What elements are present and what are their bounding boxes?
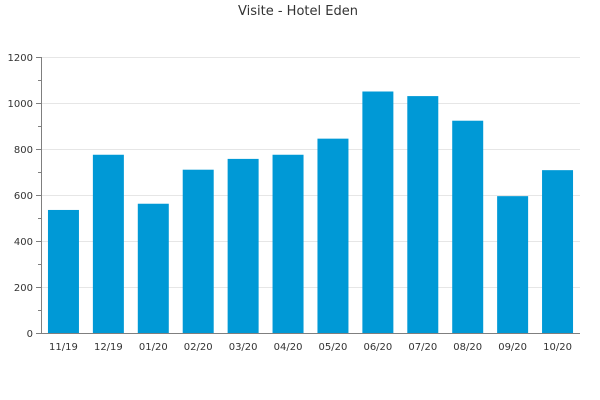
y-tick-label: 800 bbox=[14, 145, 33, 156]
x-tick-label: 06/20 bbox=[363, 342, 392, 353]
bar-07-20 bbox=[407, 96, 439, 333]
bar-09-20 bbox=[497, 196, 529, 333]
x-tick-labels: 11/19 12/19 01/20 02/20 03/20 04/20 05/20 06/20… bbox=[49, 342, 572, 353]
bar-02-20 bbox=[182, 169, 214, 333]
bar-04-20 bbox=[272, 154, 304, 333]
bar-12-19 bbox=[92, 154, 124, 333]
grid-lines bbox=[41, 57, 580, 288]
x-tick-label: 10/20 bbox=[543, 342, 572, 353]
x-tick-label: 04/20 bbox=[274, 342, 303, 353]
x-tick-label: 07/20 bbox=[408, 342, 437, 353]
y-tick-label: 1200 bbox=[8, 53, 33, 64]
x-tick-label: 11/19 bbox=[49, 342, 78, 353]
chart-title: Visite - Hotel Eden bbox=[238, 4, 358, 19]
bar-08-20 bbox=[452, 120, 484, 334]
y-tick-labels: 0 200 400 600 800 1000 1200 bbox=[8, 53, 33, 340]
x-tick-label: 03/20 bbox=[229, 342, 258, 353]
bar-01-20 bbox=[137, 203, 169, 333]
x-tick-label: 01/20 bbox=[139, 342, 168, 353]
bar-03-20 bbox=[227, 158, 259, 333]
bar-06-20 bbox=[362, 91, 394, 333]
x-tick-label: 09/20 bbox=[498, 342, 527, 353]
y-tick-label: 1000 bbox=[8, 99, 33, 110]
y-tick-label: 400 bbox=[14, 237, 33, 248]
bar-10-20 bbox=[542, 170, 574, 333]
bars bbox=[47, 91, 574, 334]
axes bbox=[36, 57, 580, 334]
y-tick-label: 0 bbox=[27, 329, 33, 340]
x-tick-label: 05/20 bbox=[319, 342, 348, 353]
x-tick-label: 08/20 bbox=[453, 342, 482, 353]
x-tick-label: 02/20 bbox=[184, 342, 213, 353]
x-tick-label: 12/19 bbox=[94, 342, 123, 353]
bar-11-19 bbox=[47, 209, 79, 333]
bar-05-20 bbox=[317, 138, 349, 333]
y-tick-label: 600 bbox=[14, 191, 33, 202]
y-tick-label: 200 bbox=[14, 283, 33, 294]
